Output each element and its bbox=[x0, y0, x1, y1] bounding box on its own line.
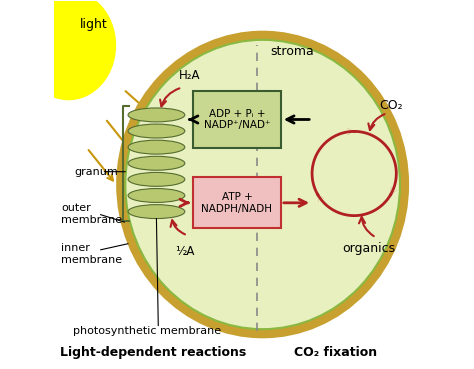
Ellipse shape bbox=[125, 40, 400, 329]
Text: outer
membrane: outer membrane bbox=[61, 203, 122, 225]
Text: CO₂: CO₂ bbox=[379, 99, 402, 112]
Text: light: light bbox=[80, 18, 107, 31]
Text: ½A: ½A bbox=[175, 245, 194, 258]
Ellipse shape bbox=[128, 156, 185, 170]
Text: granum: granum bbox=[74, 167, 118, 177]
Text: ATP +
NADPH/NADH: ATP + NADPH/NADH bbox=[201, 192, 273, 214]
Ellipse shape bbox=[128, 140, 185, 154]
Ellipse shape bbox=[128, 172, 185, 186]
Text: photosynthetic membrane: photosynthetic membrane bbox=[73, 326, 221, 336]
Ellipse shape bbox=[128, 189, 185, 203]
Ellipse shape bbox=[21, 0, 116, 100]
FancyBboxPatch shape bbox=[193, 91, 281, 148]
Text: Light-dependent reactions: Light-dependent reactions bbox=[60, 346, 246, 359]
Text: organics: organics bbox=[342, 242, 395, 255]
FancyBboxPatch shape bbox=[193, 177, 281, 228]
Ellipse shape bbox=[128, 124, 185, 138]
Text: CO₂ fixation: CO₂ fixation bbox=[294, 346, 377, 359]
Text: ADP + Pᵢ +
NADP⁺/NAD⁺: ADP + Pᵢ + NADP⁺/NAD⁺ bbox=[204, 109, 270, 130]
Text: inner
membrane: inner membrane bbox=[61, 243, 122, 265]
Ellipse shape bbox=[128, 205, 185, 218]
Ellipse shape bbox=[116, 31, 409, 338]
Ellipse shape bbox=[128, 108, 185, 122]
Text: H₂A: H₂A bbox=[178, 69, 200, 82]
Text: stroma: stroma bbox=[270, 45, 314, 58]
